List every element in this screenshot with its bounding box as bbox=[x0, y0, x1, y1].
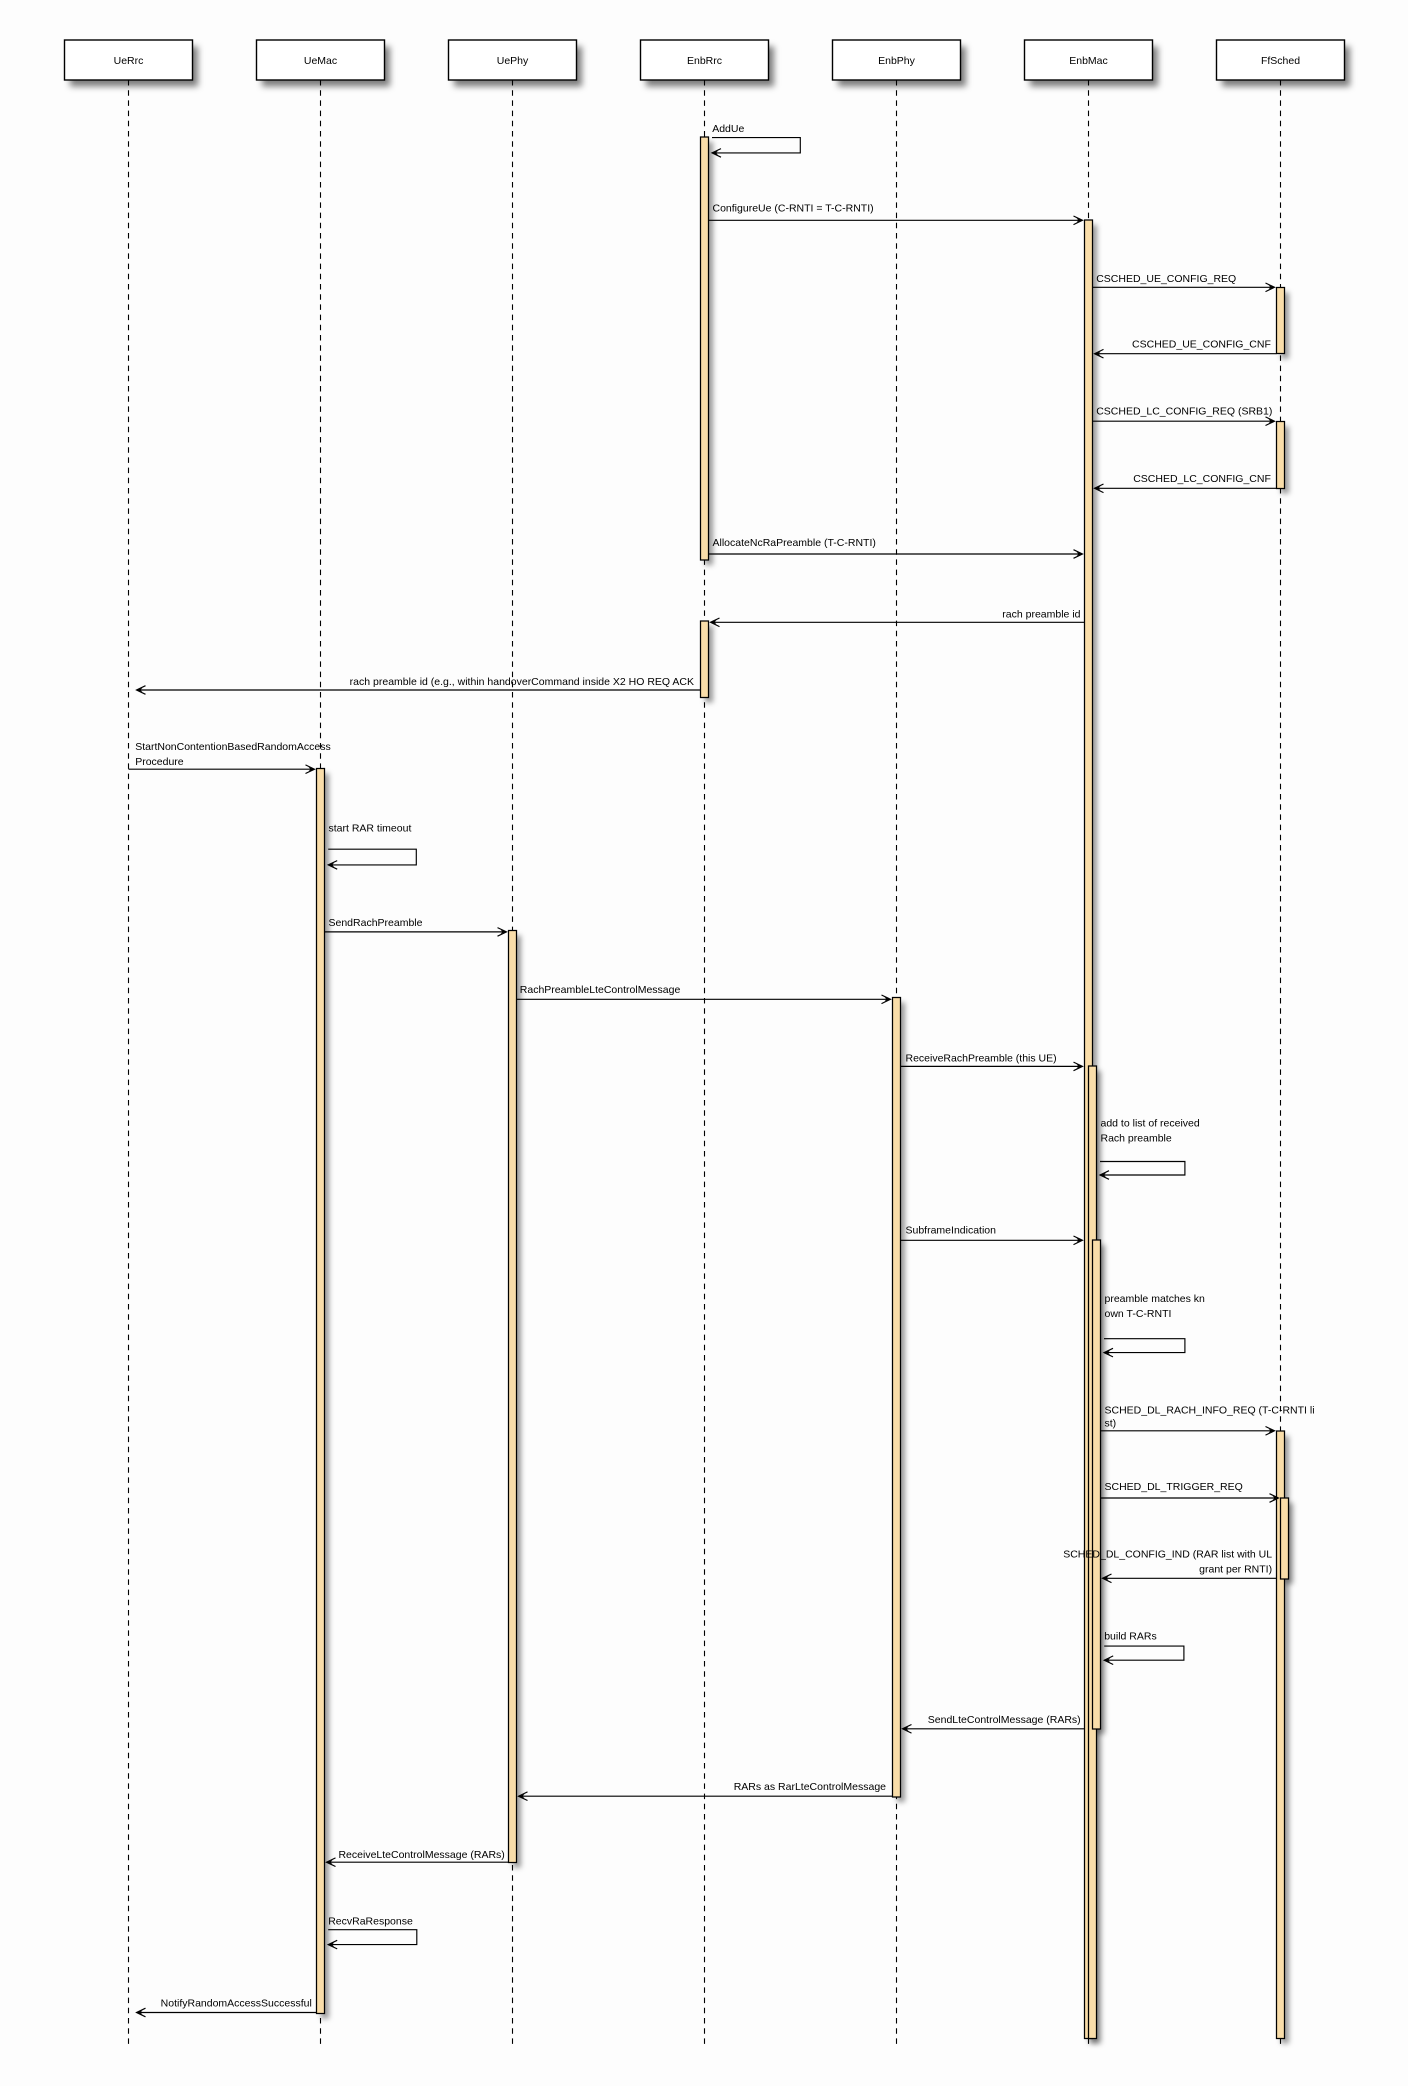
svg-text:SendLteControlMessage (RARs): SendLteControlMessage (RARs) bbox=[928, 1714, 1081, 1726]
svg-text:StartNonContentionBasedRandomA: StartNonContentionBasedRandomAccess bbox=[135, 741, 331, 753]
svg-text:NotifyRandomAccessSuccessful: NotifyRandomAccessSuccessful bbox=[161, 1997, 312, 2009]
svg-text:add to list of received: add to list of received bbox=[1101, 1118, 1200, 1130]
svg-text:UeRrc: UeRrc bbox=[114, 55, 144, 67]
svg-text:st): st) bbox=[1105, 1418, 1117, 1430]
svg-text:preamble matches kn: preamble matches kn bbox=[1105, 1293, 1206, 1305]
svg-text:AddUe: AddUe bbox=[712, 123, 744, 135]
svg-text:Rach preamble: Rach preamble bbox=[1101, 1133, 1172, 1145]
svg-text:EnbPhy: EnbPhy bbox=[878, 55, 916, 67]
svg-text:ReceiveLteControlMessage (RARs: ReceiveLteControlMessage (RARs) bbox=[338, 1849, 504, 1861]
svg-text:AllocateNcRaPreamble (T-C-RNTI: AllocateNcRaPreamble (T-C-RNTI) bbox=[713, 537, 876, 549]
svg-text:CSCHED_UE_CONFIG_REQ: CSCHED_UE_CONFIG_REQ bbox=[1096, 273, 1236, 285]
svg-text:grant per RNTI): grant per RNTI) bbox=[1199, 1563, 1272, 1575]
svg-text:SCHED_DL_CONFIG_IND (RAR list: SCHED_DL_CONFIG_IND (RAR list with UL bbox=[1063, 1549, 1272, 1561]
svg-text:own T-C-RNTI: own T-C-RNTI bbox=[1105, 1308, 1172, 1320]
svg-text:start RAR timeout: start RAR timeout bbox=[329, 822, 412, 834]
svg-text:build RARs: build RARs bbox=[1104, 1630, 1157, 1642]
svg-text:ReceiveRachPreamble (this UE): ReceiveRachPreamble (this UE) bbox=[906, 1052, 1057, 1064]
svg-text:SCHED_DL_RACH_INFO_REQ (T-C-RN: SCHED_DL_RACH_INFO_REQ (T-C-RNTI li bbox=[1105, 1405, 1315, 1417]
svg-text:EnbMac: EnbMac bbox=[1069, 55, 1108, 67]
svg-text:SubframeIndication: SubframeIndication bbox=[906, 1225, 997, 1237]
svg-text:CSCHED_LC_CONFIG_CNF: CSCHED_LC_CONFIG_CNF bbox=[1133, 473, 1271, 485]
svg-text:FfSched: FfSched bbox=[1261, 55, 1300, 67]
svg-text:ConfigureUe (C-RNTI = T-C-RNTI: ConfigureUe (C-RNTI = T-C-RNTI) bbox=[713, 203, 874, 215]
svg-text:UeMac: UeMac bbox=[304, 55, 337, 67]
svg-text:SendRachPreamble: SendRachPreamble bbox=[329, 917, 423, 929]
svg-text:EnbRrc: EnbRrc bbox=[687, 55, 722, 67]
svg-text:Procedure: Procedure bbox=[135, 756, 184, 768]
svg-text:RachPreambleLteControlMessage: RachPreambleLteControlMessage bbox=[520, 984, 681, 996]
svg-text:CSCHED_LC_CONFIG_REQ (SRB1): CSCHED_LC_CONFIG_REQ (SRB1) bbox=[1096, 406, 1272, 418]
svg-text:RecvRaResponse: RecvRaResponse bbox=[328, 1916, 413, 1928]
svg-text:RARs as RarLteControlMessage: RARs as RarLteControlMessage bbox=[734, 1781, 886, 1793]
svg-text:UePhy: UePhy bbox=[497, 55, 529, 67]
svg-text:rach preamble id (e.g., within: rach preamble id (e.g., within handoverC… bbox=[350, 676, 694, 688]
svg-text:SCHED_DL_TRIGGER_REQ: SCHED_DL_TRIGGER_REQ bbox=[1105, 1481, 1243, 1493]
svg-text:CSCHED_UE_CONFIG_CNF: CSCHED_UE_CONFIG_CNF bbox=[1132, 338, 1271, 350]
svg-text:rach preamble id: rach preamble id bbox=[1002, 608, 1080, 620]
